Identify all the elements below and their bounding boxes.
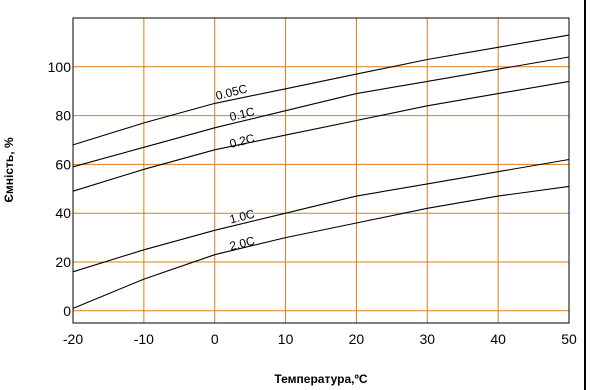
y-tick-label: 0 xyxy=(63,303,71,319)
x-tick-label: -10 xyxy=(134,331,154,347)
series-line xyxy=(72,185,570,309)
y-tick-labels: 0 20 40 60 80 100 xyxy=(48,59,72,319)
x-tick-label: 0 xyxy=(211,331,219,347)
x-tick-label: 30 xyxy=(419,331,435,347)
curve-label: 0.1C xyxy=(228,104,256,124)
series-line xyxy=(72,56,570,168)
x-tick-label: 50 xyxy=(561,331,577,347)
plot-frame xyxy=(72,17,570,324)
series-line xyxy=(72,34,570,146)
series-line xyxy=(72,158,570,273)
y-tick-label: 100 xyxy=(48,59,72,75)
curve-label: 0.2C xyxy=(228,131,256,151)
series-line xyxy=(72,80,570,192)
curve-label: 1.0C xyxy=(228,207,256,227)
grid xyxy=(73,18,569,323)
x-axis-label: Температура,ºC xyxy=(274,372,367,386)
y-tick-label: 20 xyxy=(55,254,71,270)
x-tick-label: -20 xyxy=(63,331,83,347)
y-tick-label: 80 xyxy=(55,108,71,124)
y-tick-label: 40 xyxy=(55,205,71,221)
y-tick-label: 60 xyxy=(55,156,71,172)
x-tick-label: 10 xyxy=(278,331,294,347)
y-axis-label: Ємність, % xyxy=(2,137,16,203)
x-tick-label: 20 xyxy=(349,331,365,347)
x-tick-labels: -20 -10 0 10 20 30 40 50 xyxy=(63,331,577,347)
curve-label: 2.0C xyxy=(228,234,256,254)
curves xyxy=(72,34,570,309)
x-tick-label: 40 xyxy=(490,331,506,347)
